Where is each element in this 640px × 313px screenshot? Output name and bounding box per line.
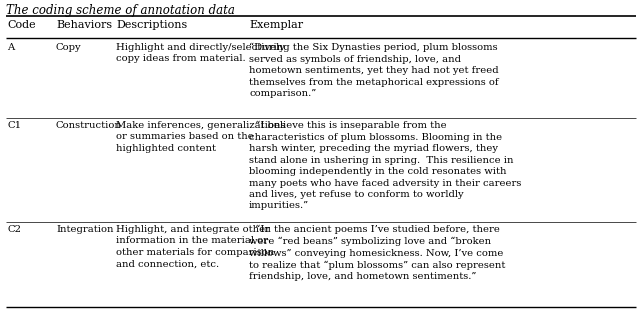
Text: Construction: Construction bbox=[56, 121, 122, 130]
Text: “I believe this is inseparable from the
characteristics of plum blossoms. Bloomi: “I believe this is inseparable from the … bbox=[249, 121, 522, 210]
Text: “During the Six Dynasties period, plum blossoms
served as symbols of friendship,: “During the Six Dynasties period, plum b… bbox=[249, 43, 499, 98]
Text: C1: C1 bbox=[7, 121, 21, 130]
Text: A: A bbox=[7, 43, 14, 52]
Text: The coding scheme of annotation data: The coding scheme of annotation data bbox=[6, 4, 235, 17]
Text: Make inferences, generalizations
or summaries based on the
highlighted content: Make inferences, generalizations or summ… bbox=[116, 121, 285, 153]
Text: C2: C2 bbox=[7, 225, 21, 234]
Text: Integration: Integration bbox=[56, 225, 113, 234]
Text: Highlight and directly/selectively
copy ideas from material.: Highlight and directly/selectively copy … bbox=[116, 43, 285, 64]
Text: Behaviors: Behaviors bbox=[56, 20, 112, 30]
Text: Copy: Copy bbox=[56, 43, 82, 52]
Text: Exemplar: Exemplar bbox=[249, 20, 303, 30]
Text: Descriptions: Descriptions bbox=[116, 20, 188, 30]
Text: “In the ancient poems I’ve studied before, there
were “red beans” symbolizing lo: “In the ancient poems I’ve studied befor… bbox=[249, 225, 506, 281]
Text: Code: Code bbox=[7, 20, 36, 30]
Text: Highlight, and integrate other
information in the material or
other materials fo: Highlight, and integrate other informati… bbox=[116, 225, 275, 268]
